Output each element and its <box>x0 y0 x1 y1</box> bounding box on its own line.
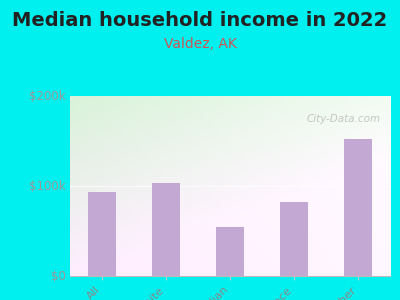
Bar <box>216 226 244 276</box>
Text: $100k: $100k <box>29 179 66 193</box>
Bar <box>152 183 180 276</box>
Bar <box>344 139 372 276</box>
Text: $200k: $200k <box>29 89 66 103</box>
Bar <box>88 192 116 276</box>
Text: City-Data.com: City-Data.com <box>306 114 380 124</box>
Text: Valdez, AK: Valdez, AK <box>164 38 236 52</box>
Text: Median household income in 2022: Median household income in 2022 <box>12 11 388 29</box>
Bar <box>280 202 308 276</box>
Text: $0: $0 <box>51 269 66 283</box>
